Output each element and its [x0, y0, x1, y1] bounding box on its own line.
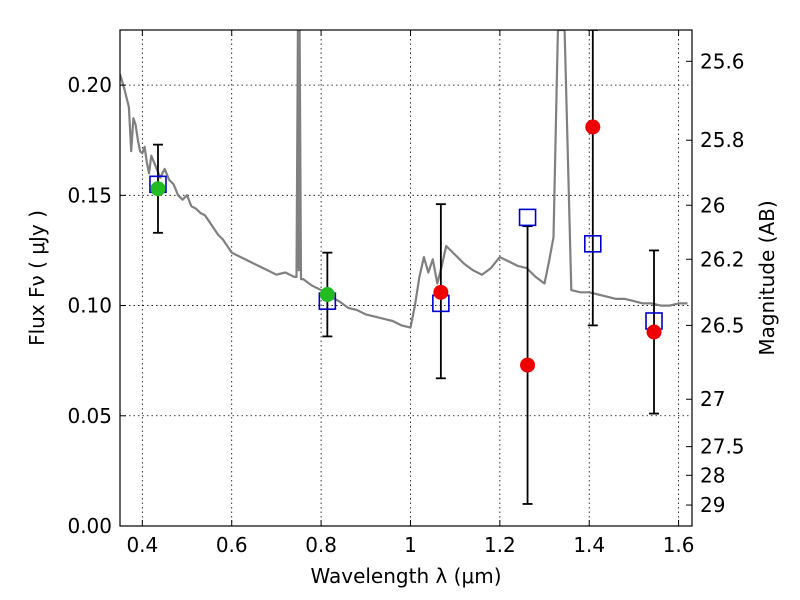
right-axis-label: Magnitude (AB) — [755, 200, 779, 355]
x-tick-label: 0.8 — [305, 533, 337, 557]
y-tick-label: 0.20 — [67, 73, 112, 97]
y-tick-label: 0.05 — [67, 404, 112, 428]
right-tick-label: 29 — [700, 493, 725, 517]
y-tick-label: 0.15 — [67, 183, 112, 207]
y-tick-label: 0.10 — [67, 294, 112, 318]
model-photometry-square — [583, 235, 602, 253]
x-tick-label: 1.4 — [573, 533, 605, 557]
x-tick-label: 1.6 — [663, 533, 695, 557]
x-axis-label: Wavelength λ (μm) — [310, 564, 501, 588]
axes: 0.4 0.6 0.8 1 1.2 1.4 1.6 0.00 0.05 0.10 0.15 0.20 2… — [67, 30, 745, 557]
observed-flux-point — [520, 357, 536, 373]
x-tick-label: 0.6 — [216, 533, 248, 557]
right-tick-label: 25.6 — [700, 49, 745, 73]
observed-flux-point — [585, 119, 601, 135]
right-tick-label: 26 — [700, 193, 725, 217]
model-photometry-square — [518, 208, 537, 227]
right-tick-label: 27.5 — [700, 435, 745, 459]
x-tick-label: 0.4 — [126, 533, 158, 557]
x-tick-label: 1.2 — [484, 533, 516, 557]
plot-data — [120, 30, 688, 505]
right-tick-label: 28 — [700, 463, 725, 487]
plot-frame — [119, 29, 693, 527]
model-spectrum-line — [120, 30, 688, 329]
right-tick-label: 27 — [700, 387, 725, 411]
right-tick-label: 26.5 — [700, 313, 745, 337]
right-tick-label: 26.2 — [700, 247, 745, 271]
y-axis-label: Flux Fν ( μJy ) — [25, 210, 49, 346]
observed-flux-point — [433, 284, 449, 300]
observed-flux-point — [150, 181, 166, 197]
observed-flux-point — [319, 287, 335, 303]
x-tick-label: 1 — [404, 533, 417, 557]
observed-flux-point — [646, 324, 662, 340]
right-tick-label: 25.8 — [700, 128, 745, 152]
y-tick-label: 0.00 — [67, 514, 112, 538]
